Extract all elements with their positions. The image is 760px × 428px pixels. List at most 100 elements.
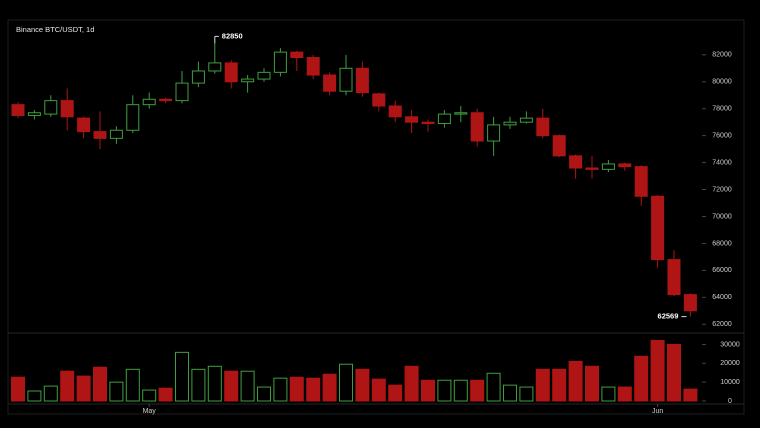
- chart-title: Binance BTC/USDT, 1d: [16, 25, 94, 34]
- y-tick-label: 66000: [712, 267, 732, 274]
- y2-tick-label: 0: [728, 398, 732, 405]
- volume-bar: [142, 389, 157, 402]
- candle-body: [126, 104, 140, 131]
- candle-body: [667, 259, 681, 296]
- volume-bar: [175, 351, 189, 402]
- volume-bar: [191, 368, 206, 402]
- y-tick-label: 80000: [712, 79, 732, 86]
- volume-bar: [76, 375, 91, 402]
- volume-bar: [404, 365, 419, 402]
- volume-bar: [552, 368, 567, 402]
- candle-body: [60, 100, 74, 118]
- candle-body: [306, 57, 320, 76]
- volume-bar: [158, 387, 173, 402]
- frame: [7, 19, 745, 415]
- candle-body: [388, 105, 402, 118]
- volume-bar: [224, 370, 239, 402]
- volume-bar: [371, 378, 386, 402]
- volume-bar: [519, 386, 534, 402]
- candle-body: [372, 93, 386, 107]
- candle-body: [208, 62, 222, 72]
- volume-bar: [60, 370, 75, 402]
- candle-body: [618, 163, 632, 168]
- candle-body: [503, 121, 517, 126]
- y-tick-label: 74000: [712, 159, 732, 166]
- candle-body: [11, 104, 25, 116]
- candle-body: [159, 98, 173, 102]
- y-tick-label: 78000: [712, 106, 732, 113]
- y-tick-label: 70000: [712, 213, 732, 220]
- candle-body: [339, 67, 353, 92]
- candle-body: [27, 112, 41, 116]
- candle-body: [273, 51, 287, 73]
- y-tick-label: 76000: [712, 132, 732, 139]
- candle-body: [142, 98, 156, 106]
- candle-body: [437, 113, 451, 125]
- volume-bar: [125, 368, 140, 402]
- candle-body: [601, 163, 615, 170]
- high-marker-label: 82850: [222, 31, 243, 40]
- volume-bar: [109, 381, 124, 402]
- candle-body: [93, 131, 107, 139]
- volume-bar: [503, 384, 517, 402]
- volume-bar: [486, 372, 501, 402]
- volume-bar: [634, 355, 649, 402]
- y-tick-label: 82000: [712, 52, 732, 59]
- candle-body: [241, 78, 255, 83]
- candle-body: [77, 117, 91, 133]
- volume-bar: [339, 363, 353, 402]
- candle-body: [175, 82, 189, 102]
- y-tick-label: 64000: [712, 294, 732, 301]
- candle-body: [519, 117, 533, 123]
- volume-bar: [421, 379, 435, 402]
- volume-bar: [93, 366, 107, 402]
- candle-body: [634, 166, 648, 197]
- candle-body: [355, 67, 369, 94]
- volume-bar: [11, 376, 25, 402]
- volume-bar: [240, 370, 255, 402]
- candle-body: [487, 124, 501, 142]
- candle-body: [585, 167, 599, 170]
- candle-body: [109, 129, 123, 139]
- y-tick-label: 62000: [712, 321, 732, 328]
- y2-tick-label: 30000: [720, 341, 740, 348]
- volume-bar: [273, 377, 288, 402]
- candle-body: [44, 100, 58, 115]
- volume-bar: [322, 373, 337, 402]
- y-tick-label: 72000: [712, 186, 732, 193]
- candle-body: [290, 51, 304, 59]
- volume-bar: [27, 390, 42, 402]
- candle-body: [569, 155, 583, 169]
- candle-body: [536, 117, 550, 137]
- volume-bar: [585, 365, 599, 402]
- candle-body: [257, 71, 271, 80]
- volume-bar: [535, 368, 550, 402]
- volume-bar: [437, 379, 452, 402]
- volume-bar: [617, 386, 632, 402]
- volume-bar: [289, 376, 304, 402]
- volume-bar: [683, 388, 698, 402]
- volume-bar: [470, 379, 485, 402]
- volume-bar: [601, 386, 616, 402]
- candle-body: [651, 195, 665, 261]
- volume-bar: [257, 386, 271, 402]
- volume-bar: [650, 339, 665, 402]
- volume-bar: [453, 379, 468, 402]
- candle-body: [405, 116, 419, 123]
- x-tick-label: May: [143, 408, 157, 415]
- candle-body: [323, 74, 337, 92]
- volume-bar: [355, 368, 370, 402]
- candle-body: [224, 62, 238, 83]
- x-tick-label: Jun: [652, 408, 663, 415]
- candle-body: [191, 70, 205, 84]
- volume-bar: [388, 384, 403, 402]
- candle-body: [421, 121, 435, 125]
- volume-bar: [568, 360, 583, 402]
- volume-bar: [667, 343, 681, 402]
- volume-bar: [306, 377, 321, 402]
- volume-bar: [207, 365, 222, 402]
- volume-bar: [43, 385, 58, 402]
